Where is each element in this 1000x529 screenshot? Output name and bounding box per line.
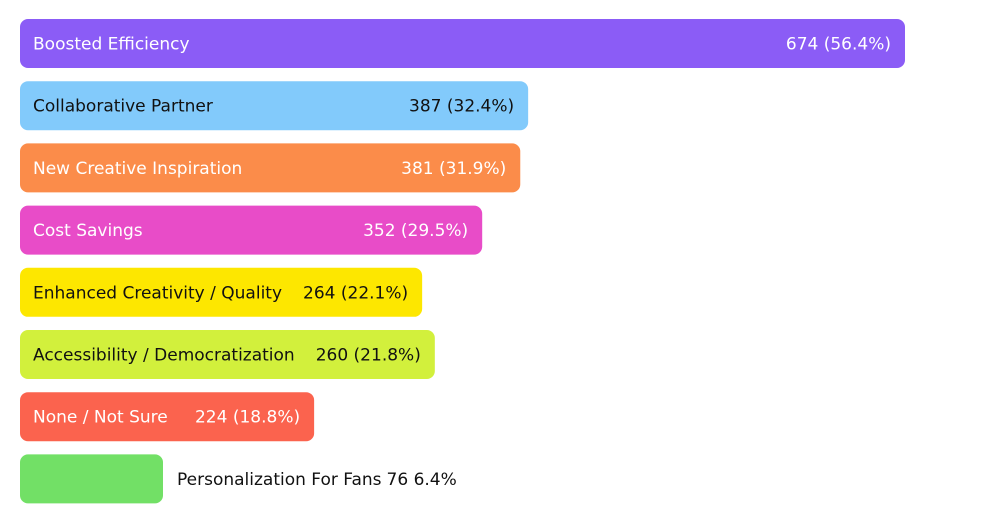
value-label: 387 (32.4%) xyxy=(409,97,514,117)
bar xyxy=(20,19,905,68)
bar xyxy=(20,454,163,504)
category-label: Enhanced Creativity / Quality xyxy=(33,283,282,303)
bar xyxy=(20,392,315,442)
value-label: 260 (21.8%) xyxy=(316,346,421,366)
bar xyxy=(20,205,483,255)
category-label: Collaborative Partner xyxy=(33,97,213,117)
category-label: Accessibility / Democratization xyxy=(33,346,295,366)
value-label: 381 (31.9%) xyxy=(401,159,506,179)
bar xyxy=(20,81,529,131)
value-label: 224 (18.8%) xyxy=(195,408,300,428)
category-label: Personalization For Fans xyxy=(177,470,382,490)
category-label: New Creative Inspiration xyxy=(33,159,242,179)
value-label: 264 (22.1%) xyxy=(303,283,408,303)
category-label: None / Not Sure xyxy=(33,408,168,428)
bar xyxy=(20,267,423,317)
category-label: Boosted Efficiency xyxy=(33,35,190,55)
value-label: 352 (29.5%) xyxy=(363,221,468,241)
bar xyxy=(20,330,435,379)
bar xyxy=(20,143,521,193)
value-label: 674 (56.4%) xyxy=(786,35,891,55)
category-label: Cost Savings xyxy=(33,221,143,241)
value-label: 76 6.4% xyxy=(387,470,457,490)
